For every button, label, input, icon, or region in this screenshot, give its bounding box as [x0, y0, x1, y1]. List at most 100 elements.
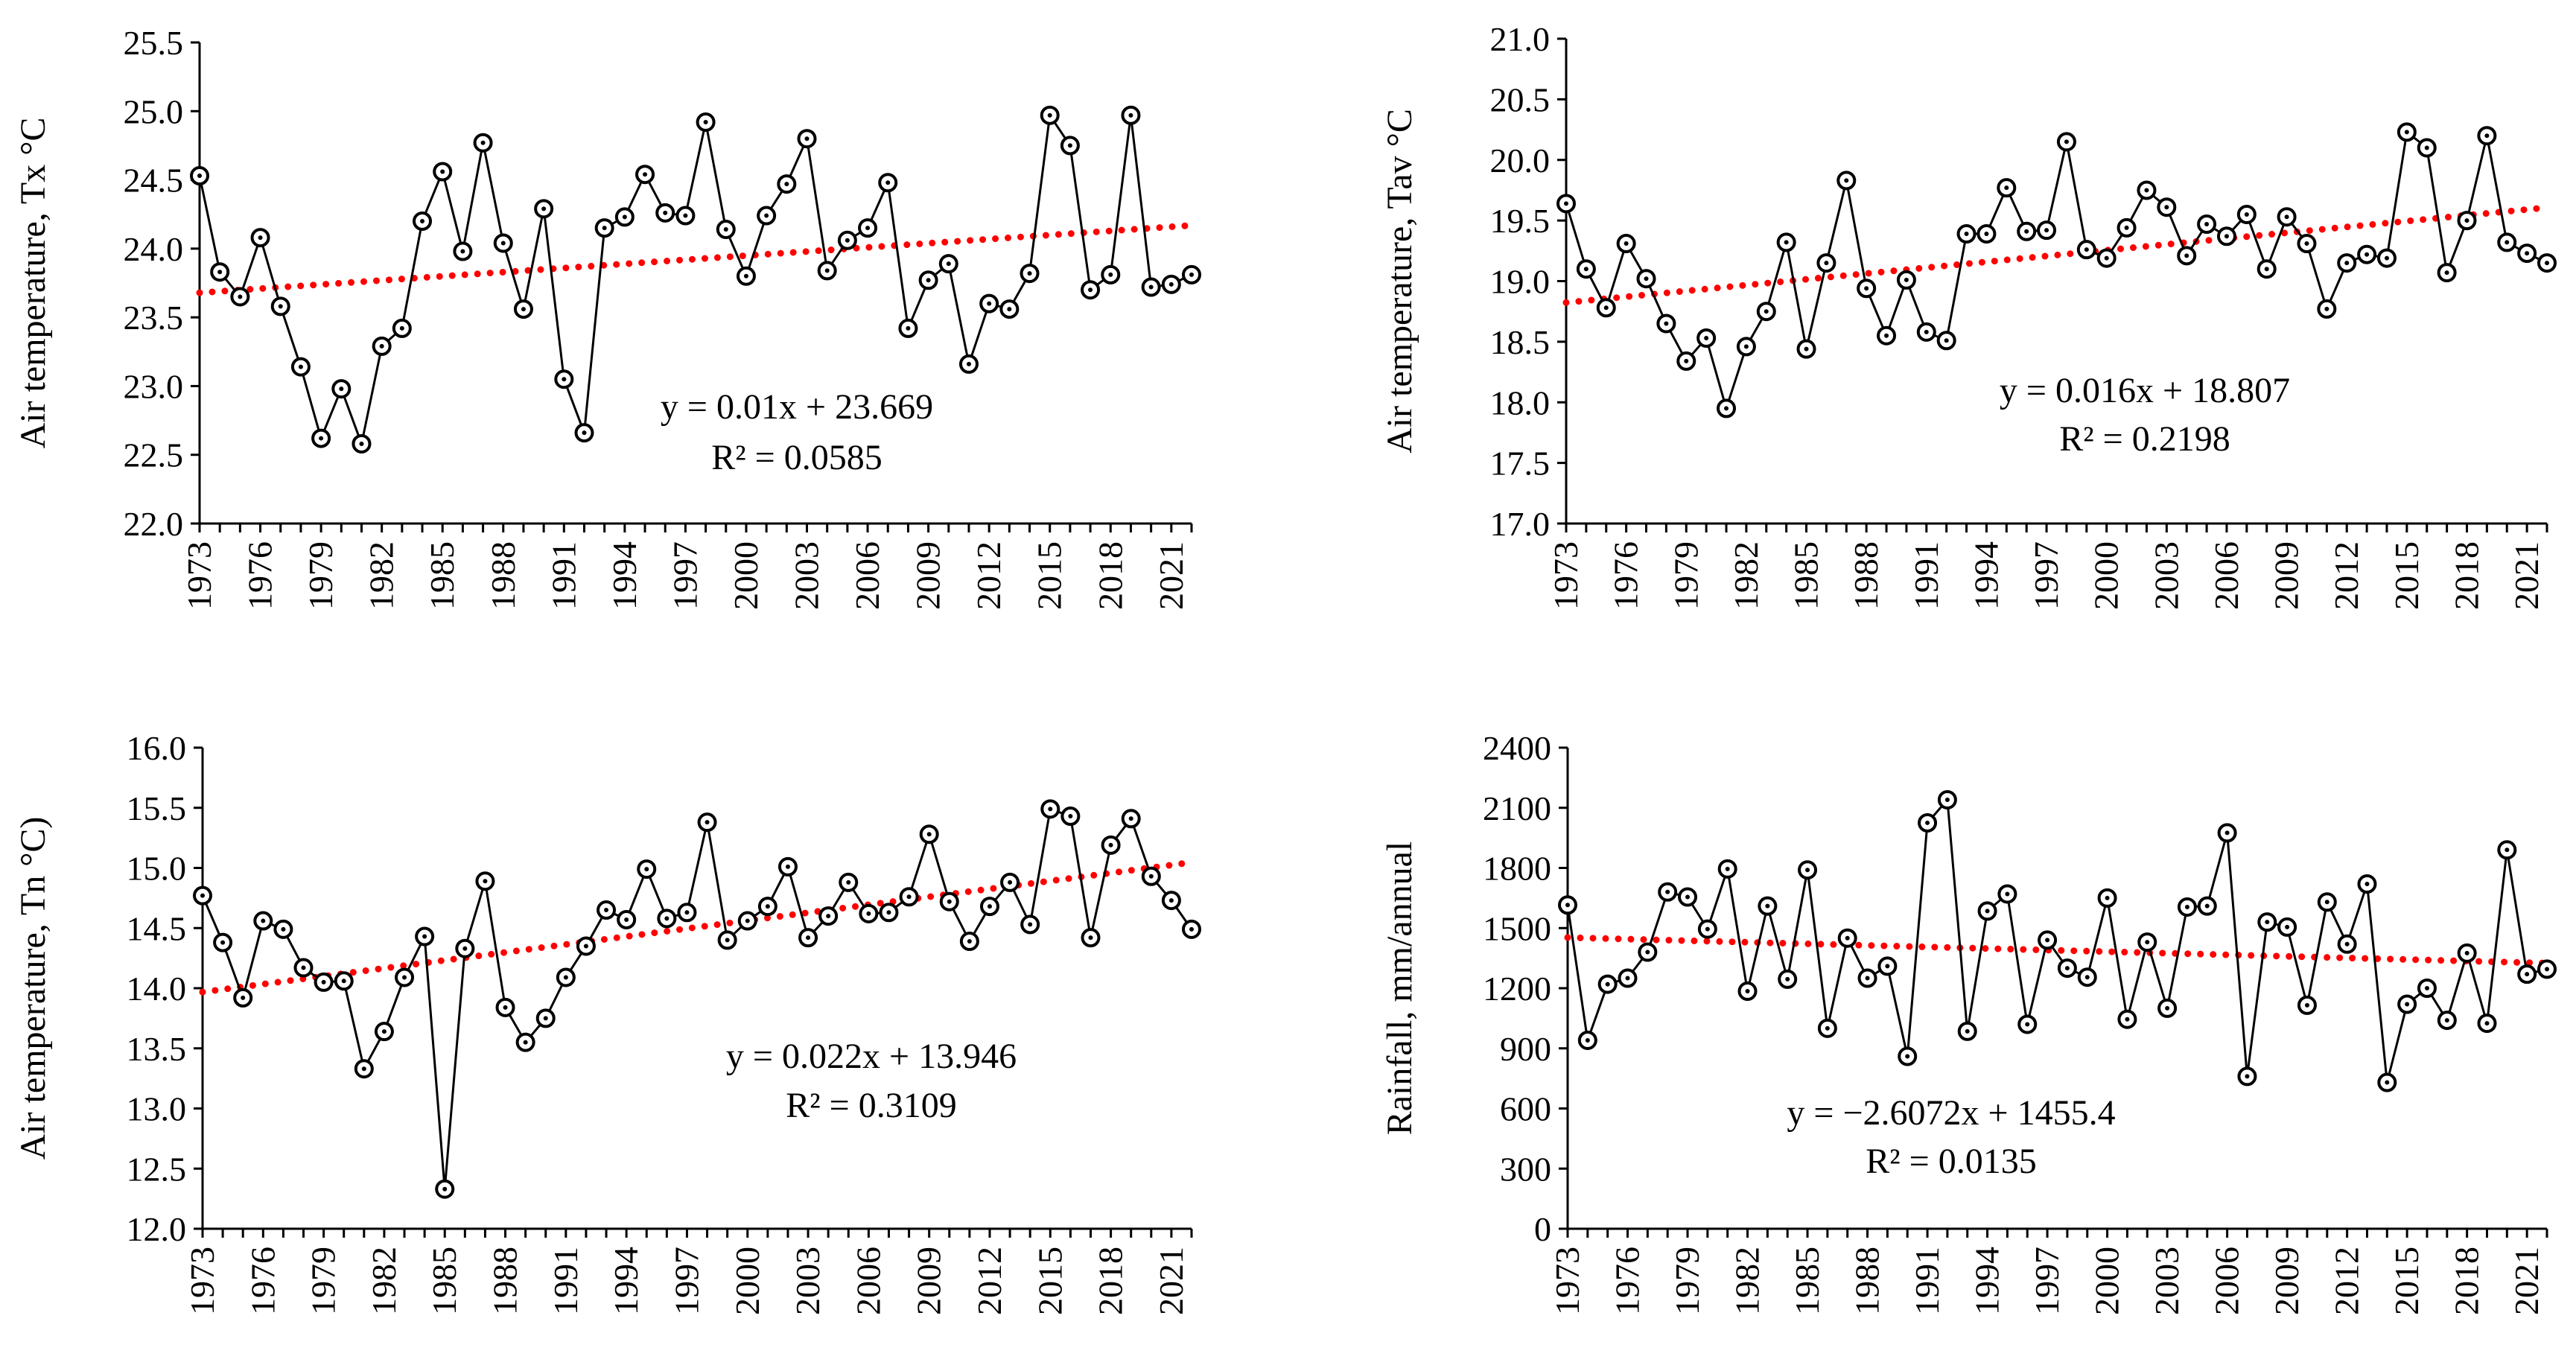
data-point-dot — [2545, 967, 2549, 972]
data-point — [372, 336, 392, 356]
x-tick-label: 1988 — [1847, 541, 1885, 610]
data-point-dot — [2505, 240, 2510, 245]
data-point-dot — [2545, 261, 2549, 266]
data-point — [1060, 807, 1081, 827]
y-tick-label: 22.5 — [124, 436, 184, 474]
data-point — [1618, 968, 1638, 988]
y-tick-label: 12.0 — [127, 1210, 187, 1248]
data-point-dot — [1704, 335, 1709, 340]
y-tick-label: 19.0 — [1490, 263, 1551, 301]
data-point — [1121, 809, 1141, 829]
data-point — [2257, 259, 2277, 279]
data-point-dot — [703, 120, 708, 125]
data-point — [2377, 1072, 2397, 1092]
data-point — [1696, 328, 1717, 348]
data-point-dot — [663, 210, 668, 215]
data-point-dot — [1088, 287, 1093, 293]
data-point-dot — [1725, 866, 1730, 871]
data-point-dot — [1088, 935, 1093, 941]
data-point-dot — [1705, 926, 1710, 932]
data-point-dot — [1168, 898, 1174, 903]
data-point-dot — [1984, 232, 1989, 237]
data-point-dot — [1027, 271, 1032, 276]
x-tick-label: 2018 — [2447, 541, 2485, 610]
data-point-dot — [217, 270, 223, 275]
data-point — [2237, 1066, 2257, 1087]
data-point — [717, 930, 737, 950]
data-point — [1836, 171, 1857, 191]
x-tick-label: 2021 — [2507, 1247, 2545, 1315]
data-point — [757, 897, 777, 917]
data-point — [253, 911, 273, 931]
x-tick-label: 1976 — [241, 541, 279, 610]
data-point-dot — [321, 979, 326, 984]
data-point-dot — [966, 361, 971, 366]
data-point-dot — [2344, 941, 2350, 947]
data-point-dot — [2164, 205, 2169, 210]
y-tick-label: 15.0 — [127, 850, 187, 888]
data-point — [1857, 279, 1877, 299]
x-tick-label: 1994 — [607, 1247, 645, 1315]
data-point-dot — [583, 944, 588, 949]
data-point-dot — [361, 1066, 366, 1072]
x-tick-label: 1976 — [244, 1247, 282, 1315]
data-point-dot — [683, 213, 688, 218]
data-point-dot — [1603, 305, 1609, 311]
data-point-dot — [804, 136, 810, 141]
data-point — [635, 165, 655, 185]
data-point — [1121, 105, 1141, 125]
data-point — [677, 903, 697, 923]
data-point — [839, 872, 859, 892]
data-point — [675, 206, 696, 226]
x-tick-label: 1979 — [305, 1247, 343, 1315]
data-point-dot — [1885, 964, 1890, 969]
y-tick-label: 23.5 — [124, 299, 184, 337]
data-point-dot — [725, 938, 730, 943]
data-point-dot — [2105, 895, 2110, 900]
y-tick-label: 12.5 — [127, 1150, 187, 1188]
data-point-dot — [1804, 346, 1809, 351]
data-point-dot — [319, 436, 324, 441]
data-point-dot — [281, 926, 286, 932]
data-point-dot — [258, 235, 263, 241]
data-point — [696, 112, 716, 133]
data-point-dot — [2064, 139, 2069, 144]
data-point-dot — [664, 916, 670, 921]
y-tick-label: 16.0 — [127, 729, 187, 767]
y-tick-label: 17.0 — [1490, 505, 1551, 543]
x-tick-label: 1997 — [2028, 1247, 2066, 1315]
data-point-dot — [866, 911, 871, 916]
data-point — [2177, 246, 2197, 266]
data-point — [395, 967, 415, 987]
data-point — [1678, 887, 1698, 907]
x-tick-label: 1991 — [544, 541, 582, 610]
data-point — [959, 932, 979, 952]
x-tick-label: 1982 — [365, 1247, 403, 1315]
data-point — [1161, 274, 1181, 294]
data-point — [797, 129, 817, 149]
data-point-dot — [705, 820, 710, 825]
y-tick-label: 18.0 — [1490, 384, 1551, 421]
data-point — [334, 971, 354, 991]
data-point — [2236, 204, 2257, 224]
data-point — [210, 262, 230, 282]
data-point — [737, 911, 757, 931]
data-point — [697, 812, 717, 833]
data-point-dot — [2324, 306, 2329, 311]
data-point-dot — [563, 975, 568, 980]
data-point — [413, 211, 433, 231]
data-point — [2457, 211, 2477, 231]
y-tick-label: 20.5 — [1490, 80, 1551, 118]
data-point — [1977, 901, 1997, 921]
data-point-dot — [2245, 1074, 2250, 1079]
data-point — [1656, 314, 1676, 334]
data-point-dot — [2284, 214, 2289, 220]
data-point-dot — [1944, 797, 1950, 802]
data-point — [2376, 248, 2397, 268]
x-tick-label: 2000 — [727, 541, 765, 610]
data-point — [535, 1008, 556, 1028]
x-tick-label: 2012 — [2327, 541, 2365, 610]
data-point-dot — [1028, 922, 1033, 927]
x-tick-label: 1982 — [1727, 541, 1765, 610]
x-tick-label: 2003 — [2148, 1247, 2186, 1315]
